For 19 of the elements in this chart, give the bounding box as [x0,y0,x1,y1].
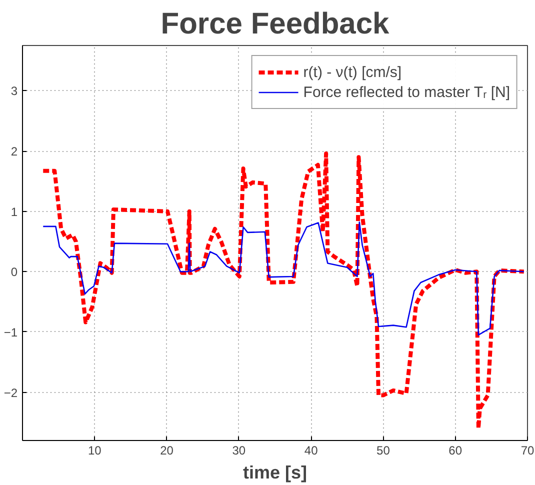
x-tick-label: 70 [520,444,534,458]
y-tick-label: −1 [4,325,18,340]
y-tick-label: 0 [10,265,18,280]
legend-label: r(t) - ν(t) [cm/s] [303,64,402,80]
y-tick-label: 1 [10,204,18,219]
line-series [41,151,526,430]
y-tick-label: 3 [10,84,18,98]
x-axis-title: time [s] [242,462,308,482]
x-tick-label: 50 [376,444,390,458]
x-tick-label: 30 [232,444,246,458]
legend-label: Force reflected to master Tᵣ [N] [303,84,510,100]
x-tick-label: 40 [304,444,318,458]
x-tick-label: 10 [88,444,102,458]
line-series [42,222,525,336]
y-tick-label: 2 [10,144,18,159]
x-tick-label: 20 [160,444,174,458]
x-tick-label: 60 [448,444,462,458]
chart-title: Force Feedback [160,8,390,40]
y-tick-label: −2 [4,386,18,400]
